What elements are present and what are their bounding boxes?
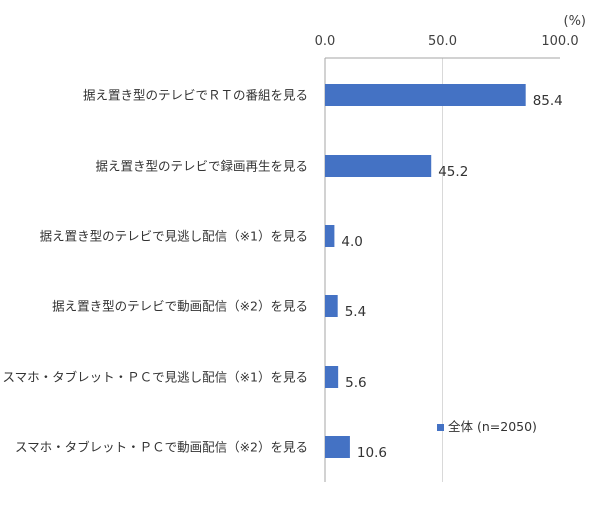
value-label: 10.6: [357, 445, 387, 461]
bar: [325, 225, 335, 247]
value-label: 85.4: [533, 93, 563, 109]
value-label: 4.0: [341, 234, 362, 250]
category-label: 据え置き型のテレビで動画配信（※2）を見る: [52, 299, 308, 314]
x-tick-label: 50.0: [428, 34, 457, 49]
bars: [325, 84, 526, 458]
category-label: スマホ・タブレット・ＰＣで動画配信（※2）を見る: [15, 440, 308, 455]
bar: [325, 84, 526, 106]
category-label: 据え置き型のテレビで録画再生を見る: [95, 159, 308, 174]
category-label: スマホ・タブレット・ＰＣで見逃し配信（※1）を見る: [2, 370, 308, 385]
bar: [325, 295, 338, 317]
value-label: 45.2: [438, 164, 468, 180]
legend-label: 全体 (n=2050): [448, 419, 537, 434]
category-label: 据え置き型のテレビで見逃し配信（※1）を見る: [40, 229, 308, 244]
axes: 0.0 50.0 100.0 (%): [315, 14, 586, 482]
bar: [325, 155, 432, 177]
bar: [325, 436, 350, 458]
value-label: 5.6: [345, 375, 366, 391]
legend-swatch: [437, 424, 444, 431]
bar: [325, 366, 339, 388]
legend: 全体 (n=2050): [437, 419, 537, 434]
x-tick-label: 0.0: [315, 34, 336, 49]
value-label: 5.4: [345, 304, 366, 320]
unit-label: (%): [564, 14, 587, 29]
category-label: 据え置き型のテレビでＲＴの番組を見る: [83, 88, 308, 103]
labels: 据え置き型のテレビでＲＴの番組を見る 85.4 据え置き型のテレビで録画再生を見る 4…: [2, 88, 562, 462]
x-tick-label: 100.0: [541, 34, 578, 49]
